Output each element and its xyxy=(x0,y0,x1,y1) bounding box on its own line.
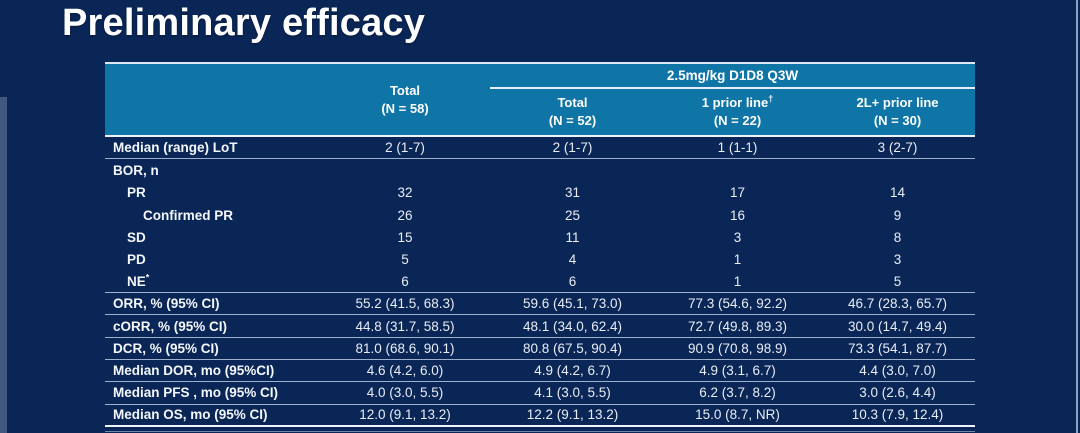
row-label: PD xyxy=(127,252,146,268)
cell-value: 12.2 (9.1, 13.2) xyxy=(526,407,619,423)
table-row-median-lot: Median (range) LoT 2 (1-7) 2 (1-7) 1 (1-… xyxy=(105,137,975,160)
cell-value: 4.4 (3.0, 7.0) xyxy=(859,363,936,379)
table-row-dcr: DCR, % (95% CI) 81.0 (68.6, 90.1) 80.8 (… xyxy=(105,338,975,360)
cell-value: 9 xyxy=(893,207,902,223)
cell-value: 11 xyxy=(565,229,580,245)
table-row-median-dor: Median DOR, mo (95%CI) 4.6 (4.2, 6.0) 4.… xyxy=(105,360,975,383)
cell-value: 6 xyxy=(401,273,409,289)
cell-value: 4.9 (4.2, 6.7) xyxy=(534,363,611,379)
efficacy-table-body: Median (range) LoT 2 (1-7) 2 (1-7) 1 (1-… xyxy=(105,137,975,427)
cell-value: 77.3 (54.6, 92.2) xyxy=(687,296,788,312)
row-label: NE* xyxy=(105,272,320,289)
cell-value: 44.8 (31.7, 58.5) xyxy=(355,318,455,334)
slide-right-edge-line xyxy=(1076,0,1078,433)
row-label: Median (range) LoT xyxy=(113,140,238,156)
cell-value: 5 xyxy=(401,252,409,268)
cell-value: 1 xyxy=(733,273,742,289)
col-header-label: 2L+ prior line xyxy=(856,95,939,111)
table-header: Total (N = 58) 2.5mg/kg D1D8 Q3W Total (… xyxy=(105,62,975,137)
table-bottom-accent-line xyxy=(105,431,975,432)
cell-value: 1 (1-1) xyxy=(717,140,758,156)
row-label: BOR, n xyxy=(113,162,159,178)
cell-value: 90.9 (70.8, 98.9) xyxy=(687,340,788,356)
cell-value: 5 xyxy=(893,273,902,289)
table-row-corr: cORR, % (95% CI) 44.8 (31.7, 58.5) 48.1 … xyxy=(105,315,975,338)
table-row-confirmed-pr: Confirmed PR 26 25 16 9 xyxy=(105,204,975,226)
cell-value: 26 xyxy=(397,207,413,223)
cell-value: 80.8 (67.5, 90.4) xyxy=(522,340,623,356)
cell-value: 55.2 (41.5, 68.3) xyxy=(355,296,455,312)
slide-left-edge-strip xyxy=(0,97,7,433)
col-header-label: Total xyxy=(389,82,421,98)
col-header-2l-plus-prior-line: 2L+ prior line (N = 30) xyxy=(820,89,975,135)
cell-value: 3 (2-7) xyxy=(877,140,918,156)
cell-value: 4.1 (3.0, 5.5) xyxy=(534,385,611,401)
table-row-sd: SD 15 11 3 8 xyxy=(105,226,975,248)
table-row-ne: NE* 6 6 1 5 xyxy=(105,271,975,294)
row-label: SD xyxy=(127,229,146,245)
row-label-text: NE xyxy=(127,273,146,289)
cell-value: 3 xyxy=(893,252,902,268)
cell-value: 3 xyxy=(733,229,742,245)
col-header-1-prior-line: 1 prior line† (N = 22) xyxy=(655,89,820,135)
cell-value: 4.6 (4.2, 6.0) xyxy=(366,363,444,379)
cell-value: 6 xyxy=(568,273,577,289)
cell-value: 46.7 (28.3, 65.7) xyxy=(847,296,948,312)
asterisk-footnote-marker: * xyxy=(145,272,150,283)
table-row-orr: ORR, % (95% CI) 55.2 (41.5, 68.3) 59.6 (… xyxy=(105,293,975,316)
group-header-label: 2.5mg/kg D1D8 Q3W xyxy=(666,68,799,83)
row-label: cORR, % (95% CI) xyxy=(113,318,228,334)
header-corner-cell xyxy=(105,64,320,135)
cell-value: 15 xyxy=(397,229,413,245)
cell-value: 10.3 (7.9, 12.4) xyxy=(851,407,944,423)
cell-value: 14 xyxy=(889,185,906,201)
cell-value: 25 xyxy=(564,207,581,223)
cell-value: 16 xyxy=(729,207,746,223)
row-label: Confirmed PR xyxy=(143,207,234,223)
cell-value: 31 xyxy=(564,185,581,201)
cell-value: 2 (1-7) xyxy=(385,140,425,156)
cell-value: 4 xyxy=(568,252,577,268)
table-row-pd: PD 5 4 1 3 xyxy=(105,248,975,270)
table-row-pr: PR 32 31 17 14 xyxy=(105,182,975,204)
row-label: Median DOR, mo (95%CI) xyxy=(113,363,275,379)
col-header-label: Total xyxy=(557,95,588,111)
cell-value: 48.1 (34.0, 62.4) xyxy=(522,318,623,334)
table-row-median-pfs: Median PFS , mo (95% CI) 4.0 (3.0, 5.5) … xyxy=(105,382,975,405)
cell-value: 30.0 (14.7, 49.4) xyxy=(847,318,948,334)
col-header-label: 1 prior line† xyxy=(702,94,773,112)
cell-value: 81.0 (68.6, 90.1) xyxy=(355,340,455,356)
cell-value: 4.9 (3.1, 6.7) xyxy=(699,363,776,379)
cell-value: 72.7 (49.8, 89.3) xyxy=(687,318,788,334)
table-row-bor: BOR, n xyxy=(105,159,975,181)
col-header-label-text: 1 prior line xyxy=(701,95,769,111)
cell-value: 2 (1-7) xyxy=(552,140,593,156)
col-header-n: (N = 22) xyxy=(713,113,762,128)
cell-value: 15.0 (8.7, NR) xyxy=(695,407,780,423)
row-label: DCR, % (95% CI) xyxy=(113,340,219,356)
group-header-dose: 2.5mg/kg D1D8 Q3W xyxy=(490,64,975,89)
col-header-n: (N = 52) xyxy=(548,113,597,128)
cell-value: 32 xyxy=(397,185,413,201)
slide-title: Preliminary efficacy xyxy=(62,2,426,44)
cell-value: 59.6 (45.1, 73.0) xyxy=(522,296,623,312)
cell-value: 4.0 (3.0, 5.5) xyxy=(366,385,444,401)
col-header-total-n52: Total (N = 52) xyxy=(490,89,655,135)
col-header-n: (N = 30) xyxy=(873,113,922,128)
cell-value: 1 xyxy=(733,252,742,268)
cell-value: 17 xyxy=(729,185,746,201)
row-label: Median OS, mo (95% CI) xyxy=(113,407,268,423)
cell-value: 6.2 (3.7, 8.2) xyxy=(699,385,776,401)
cell-value: 12.0 (9.1, 13.2) xyxy=(359,407,451,423)
col-header-total-n58: Total (N = 58) xyxy=(320,64,490,135)
row-label: ORR, % (95% CI) xyxy=(113,296,220,312)
cell-value: 73.3 (54.1, 87.7) xyxy=(847,340,948,356)
cell-value: 8 xyxy=(893,229,902,245)
col-header-n: (N = 58) xyxy=(381,100,429,116)
cell-value: 3.0 (2.6, 4.4) xyxy=(859,385,936,401)
row-label: Median PFS , mo (95% CI) xyxy=(113,385,279,401)
row-label: PR xyxy=(127,185,146,201)
dagger-footnote-marker: † xyxy=(768,94,774,105)
table-row-median-os: Median OS, mo (95% CI) 12.0 (9.1, 13.2) … xyxy=(105,405,975,427)
